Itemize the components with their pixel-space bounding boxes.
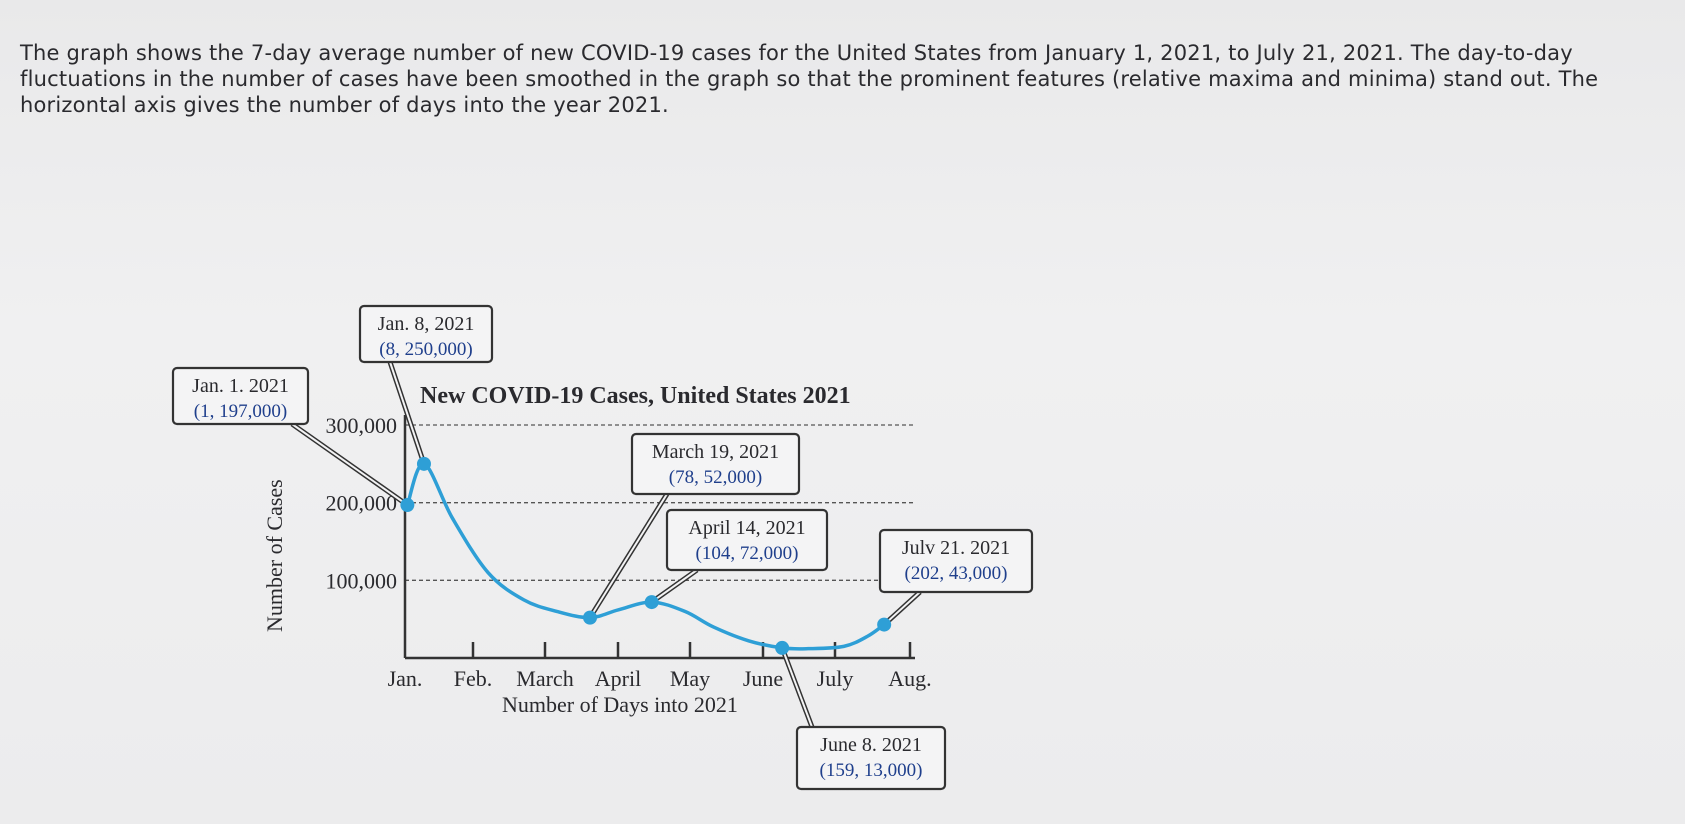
data-point bbox=[583, 610, 598, 625]
leader-line-inner bbox=[781, 647, 813, 728]
annotation-leaders bbox=[290, 361, 922, 728]
annotation-title: Jan. 1. 2021 bbox=[192, 375, 289, 397]
y-tick-label: 300,000 bbox=[326, 413, 398, 438]
x-tick-label: April bbox=[595, 666, 641, 691]
y-axis-label: Number of Cases bbox=[262, 479, 287, 632]
x-axis-label: Number of Days into 2021 bbox=[502, 692, 738, 717]
y-tick-label: 200,000 bbox=[326, 491, 398, 516]
leader-line-inner bbox=[589, 493, 668, 619]
annotation-coords: (78, 52,000) bbox=[669, 467, 762, 488]
annotation-box bbox=[358, 304, 494, 364]
annotation-title: June 8. 2021 bbox=[820, 734, 922, 756]
x-tick-label: Jan. bbox=[388, 666, 423, 691]
x-tick-label: March bbox=[516, 666, 573, 691]
annotation-title: March 19, 2021 bbox=[652, 441, 779, 463]
problem-text: The graph shows the 7-day average number… bbox=[20, 41, 1599, 117]
x-tick-label: May bbox=[670, 666, 710, 691]
data-point bbox=[775, 640, 790, 655]
x-tick-label: Aug. bbox=[888, 666, 931, 691]
axes: 100,000 200,000 300,000 Jan. Feb. March April M… bbox=[326, 413, 932, 691]
data-point bbox=[400, 497, 415, 512]
annotation-coords: (159, 13,000) bbox=[820, 760, 923, 781]
annotation-title: April 14, 2021 bbox=[688, 517, 805, 539]
leader-line-inner bbox=[389, 361, 425, 465]
data-series bbox=[400, 456, 892, 655]
annotation-coords: (202, 43,000) bbox=[905, 563, 1008, 584]
leader-line-inner bbox=[291, 423, 408, 506]
annotation-coords: (8, 250,000) bbox=[379, 339, 472, 360]
annotation-boxes: Jan. 1. 2021 (1, 197,000) Jan. 8, 2021 (8, … bbox=[171, 304, 1034, 791]
annotation-box bbox=[171, 366, 310, 426]
leader-line-inner bbox=[883, 591, 921, 626]
chart-text: New COVID-19 Cases, United States 2021 N… bbox=[262, 383, 851, 717]
x-tick-label: July bbox=[817, 666, 854, 691]
x-tick-label: Feb. bbox=[454, 666, 493, 691]
annotation-title: Julv 21. 2021 bbox=[902, 537, 1010, 559]
leader-line-inner bbox=[651, 569, 698, 603]
y-tick-label: 100,000 bbox=[326, 568, 398, 593]
chart-title: New COVID-19 Cases, United States 2021 bbox=[420, 383, 851, 409]
annotation-box bbox=[795, 725, 947, 791]
annotation-box bbox=[878, 528, 1034, 594]
annotation-title: Jan. 8, 2021 bbox=[378, 313, 475, 335]
data-point bbox=[644, 595, 659, 610]
x-tick-label: June bbox=[743, 666, 783, 691]
annotation-coords: (104, 72,000) bbox=[696, 543, 799, 564]
data-point bbox=[877, 617, 892, 632]
annotation-coords: (1, 197,000) bbox=[194, 401, 287, 422]
annotation-box bbox=[630, 432, 801, 496]
data-point bbox=[416, 456, 431, 471]
annotation-box bbox=[665, 508, 829, 572]
